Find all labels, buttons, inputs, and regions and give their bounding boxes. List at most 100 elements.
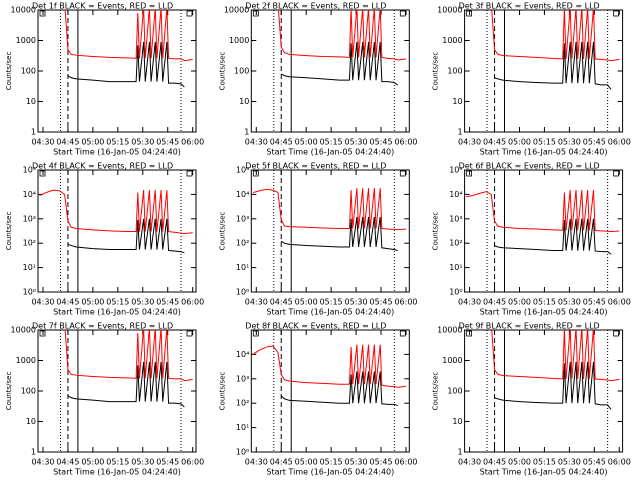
x-tick-label: 04:30 xyxy=(458,138,481,147)
corner-box xyxy=(186,10,193,17)
x-axis-label: Start Time (16-Jan-05 04:24:40) xyxy=(480,308,608,317)
y-tick-label: 1000 xyxy=(442,36,462,45)
y-axis-label: Counts/sec xyxy=(5,372,13,411)
corner-box xyxy=(613,170,619,177)
corner-box xyxy=(39,170,46,177)
x-tick-label: 06:00 xyxy=(608,458,631,467)
x-tick-label: 05:30 xyxy=(131,458,154,467)
data-line xyxy=(64,10,193,62)
panel-title: Det 3f BLACK = Events, RED = LLD xyxy=(459,2,600,11)
y-axis-label: Counts/sec xyxy=(432,212,440,251)
y-tick-label: 10000 xyxy=(437,6,462,15)
x-axis-label: Start Time (16-Jan-05 04:24:40) xyxy=(53,308,181,317)
y-tick-label: 10⁴ xyxy=(236,350,249,359)
corner-box xyxy=(399,330,406,337)
x-tick-label: 04:30 xyxy=(31,458,54,467)
y-tick-label: 1 xyxy=(31,128,36,137)
x-tick-label: 04:45 xyxy=(56,458,79,467)
panel-title: Det 8f BLACK = Events, RED = LLD xyxy=(245,322,386,331)
x-tick-label: 05:00 xyxy=(81,138,104,147)
corner-box xyxy=(466,170,473,177)
x-tick-label: 04:30 xyxy=(245,298,268,307)
y-tick-label: 10² xyxy=(236,399,249,408)
x-tick-label: 05:30 xyxy=(345,138,368,147)
corner-box xyxy=(613,330,619,337)
y-axis-label: Counts/sec xyxy=(432,52,440,91)
corner-box xyxy=(39,10,46,17)
x-tick-label: 05:15 xyxy=(106,138,129,147)
x-axis-label: Start Time (16-Jan-05 04:24:40) xyxy=(53,468,181,477)
corner-box xyxy=(186,330,193,337)
x-tick-label: 06:00 xyxy=(608,138,631,147)
y-tick-label: 10¹ xyxy=(236,423,249,432)
plot-frame xyxy=(250,169,410,293)
corner-box xyxy=(186,170,193,177)
y-tick-label: 100 xyxy=(21,67,36,76)
x-tick-label: 05:45 xyxy=(369,138,392,147)
corner-box xyxy=(39,330,46,337)
x-tick-label: 04:45 xyxy=(56,138,79,147)
panel-title: Det 6f BLACK = Events, RED = LLD xyxy=(459,162,600,171)
y-tick-label: 10000 xyxy=(437,326,462,335)
y-tick-label: 100 xyxy=(447,387,462,396)
x-tick-label: 05:00 xyxy=(295,458,318,467)
y-tick-label: 100 xyxy=(21,387,36,396)
corner-box xyxy=(252,170,259,177)
y-tick-label: 10⁰ xyxy=(236,288,249,297)
y-tick-label: 10⁰ xyxy=(236,448,249,457)
x-axis-label: Start Time (16-Jan-05 04:24:40) xyxy=(53,148,181,157)
y-tick-label: 10⁴ xyxy=(23,190,36,199)
y-tick-label: 10⁵ xyxy=(449,166,462,175)
panel-title: Det 5f BLACK = Events, RED = LLD xyxy=(245,162,386,171)
y-tick-label: 10² xyxy=(236,239,249,248)
x-tick-label: 06:00 xyxy=(394,138,417,147)
y-tick-label: 10¹ xyxy=(449,263,462,272)
x-tick-label: 04:30 xyxy=(31,298,54,307)
plot-frame xyxy=(464,9,624,133)
data-line xyxy=(64,330,193,382)
x-tick-label: 05:30 xyxy=(131,298,154,307)
x-tick-label: 06:00 xyxy=(181,138,204,147)
data-line xyxy=(67,218,185,254)
y-tick-label: 10³ xyxy=(23,214,36,223)
x-tick-label: 05:15 xyxy=(106,298,129,307)
plot-frame xyxy=(250,329,410,453)
y-axis-label: Counts/sec xyxy=(218,52,226,91)
data-line xyxy=(67,41,185,88)
x-tick-label: 05:00 xyxy=(295,138,318,147)
data-line xyxy=(39,189,193,234)
x-tick-label: 05:00 xyxy=(81,298,104,307)
x-tick-label: 05:45 xyxy=(583,298,606,307)
x-tick-label: 05:45 xyxy=(369,298,392,307)
y-tick-label: 10000 xyxy=(224,6,249,15)
y-tick-label: 1 xyxy=(458,128,463,137)
plot-frame xyxy=(464,329,624,453)
corner-box xyxy=(613,10,619,17)
panel: 1 10 100 1000 10000 04:30 04:45 05:00 05:15 05:30… xyxy=(5,2,204,157)
corner-box xyxy=(252,330,259,337)
plot-frame xyxy=(250,9,410,133)
plot-frame xyxy=(37,169,197,293)
y-tick-label: 1 xyxy=(244,128,249,137)
corner-box xyxy=(399,10,406,17)
y-axis-label: Counts/sec xyxy=(5,52,13,91)
data-line xyxy=(494,218,612,255)
data-line xyxy=(466,190,620,233)
x-tick-label: 04:30 xyxy=(245,458,268,467)
y-tick-label: 10¹ xyxy=(236,263,249,272)
x-axis-label: Start Time (16-Jan-05 04:24:40) xyxy=(266,468,394,477)
x-tick-label: 05:15 xyxy=(533,298,556,307)
y-tick-label: 10⁰ xyxy=(449,288,462,297)
data-line xyxy=(277,10,407,61)
x-tick-label: 05:45 xyxy=(156,298,179,307)
x-tick-label: 06:00 xyxy=(394,298,417,307)
panel: 1 10 100 1000 10000 04:30 04:45 05:00 05:15 05:30… xyxy=(432,2,631,157)
y-tick-label: 10⁴ xyxy=(449,190,462,199)
data-line xyxy=(252,188,407,231)
data-line xyxy=(252,344,407,388)
y-tick-label: 10⁰ xyxy=(23,288,36,297)
data-line xyxy=(491,10,620,62)
